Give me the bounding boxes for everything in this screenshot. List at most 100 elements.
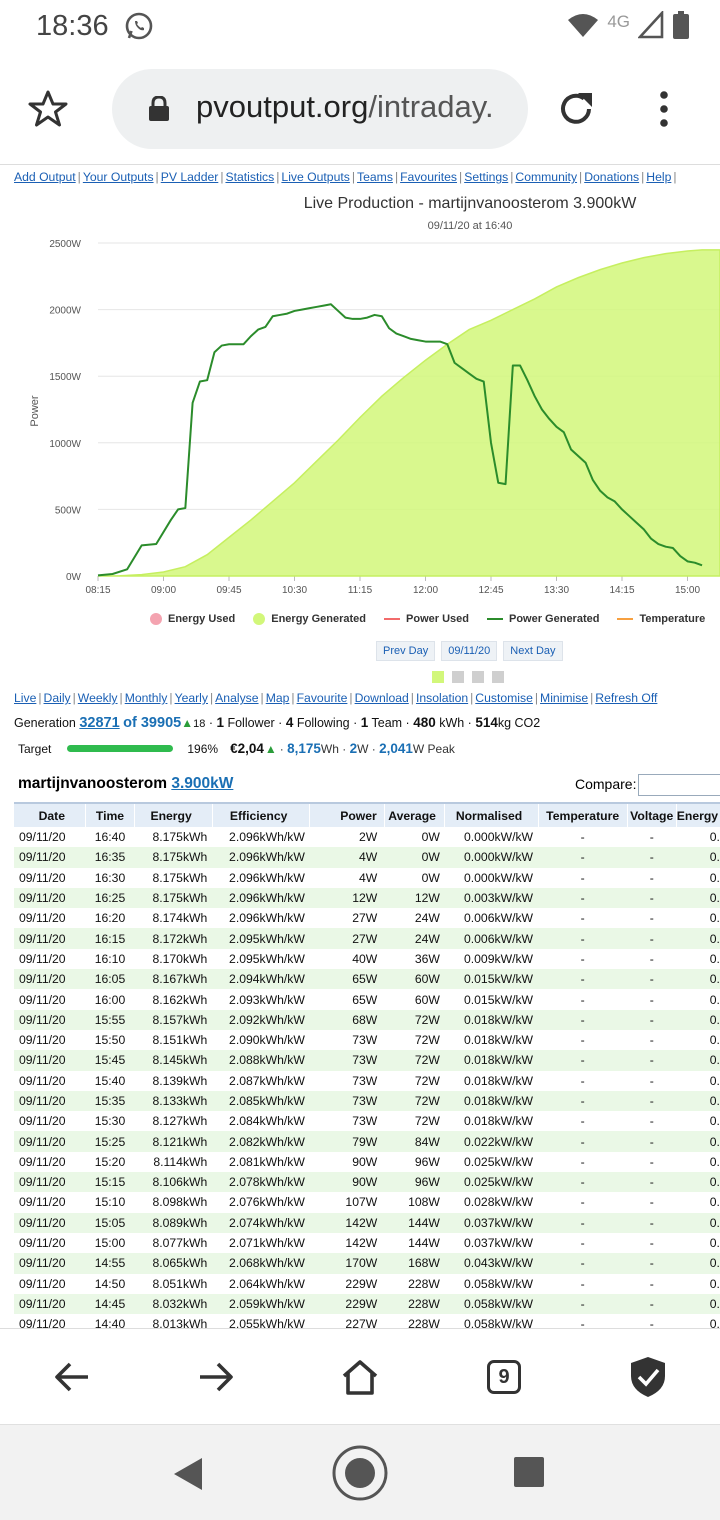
current-date-button[interactable]: 09/11/20 xyxy=(441,641,498,661)
link-customise[interactable]: Customise xyxy=(475,691,533,705)
legend-power-generated[interactable]: Power Generated xyxy=(486,613,599,625)
table-cell: 8.114kWh xyxy=(153,1154,208,1169)
link-insolation[interactable]: Insolation xyxy=(415,691,469,705)
shield-button[interactable] xyxy=(626,1355,670,1399)
table-cell: 09/11/20 xyxy=(19,911,66,926)
generation-rank-link[interactable]: 32871 xyxy=(79,715,120,731)
col-average[interactable]: Average xyxy=(384,803,446,827)
col-temperature[interactable]: Temperature xyxy=(538,803,628,827)
pager-dot-1[interactable] xyxy=(432,671,444,683)
home-button[interactable] xyxy=(338,1355,382,1399)
table-cell: - xyxy=(649,1317,654,1328)
table-cell: - xyxy=(580,1195,585,1210)
table-row: 09/11/20 15:40 8.139kWh 2.087kWh/kW 73W 72W 0.… xyxy=(14,1071,720,1091)
nav-link-donations[interactable]: Donations xyxy=(584,170,640,184)
table-cell: 0.037kW/kW xyxy=(463,1236,534,1251)
tabs-button[interactable]: 9 xyxy=(482,1355,526,1399)
nav-link-pv-ladder[interactable]: PV Ladder xyxy=(160,170,219,184)
table-cell: 8.051kWh xyxy=(152,1276,208,1291)
legend-energy-generated[interactable]: Energy Generated xyxy=(253,613,366,625)
nav-link-your-outputs[interactable]: Your Outputs xyxy=(82,170,154,184)
bookmark-star-icon[interactable] xyxy=(28,90,68,128)
table-row: 09/11/20 15:20 8.114kWh 2.081kWh/kW 90W 96W 0.… xyxy=(14,1152,720,1172)
table-cell: - xyxy=(649,1073,654,1088)
nav-link-help[interactable]: Help xyxy=(646,170,672,184)
legend-energy-used[interactable]: Energy Used xyxy=(150,613,235,625)
table-cell: 14:55 xyxy=(94,1256,126,1271)
system-home-icon[interactable] xyxy=(330,1443,390,1503)
col-date[interactable]: Date xyxy=(14,803,86,827)
col-voltage[interactable]: Voltage xyxy=(627,803,677,827)
link-yearly[interactable]: Yearly xyxy=(174,691,208,705)
table-cell: 84W xyxy=(414,1134,440,1149)
system-recents-icon[interactable] xyxy=(513,1456,545,1488)
link-minimise[interactable]: Minimise xyxy=(540,691,589,705)
pager-dot-2[interactable] xyxy=(452,671,464,683)
output-table: Date Time Energy Efficiency Power Averag… xyxy=(14,802,720,1328)
table-cell: 0.000kW/kW xyxy=(463,850,534,865)
link-analyse[interactable]: Analyse xyxy=(215,691,259,705)
y-tick-label: 1500W xyxy=(49,372,81,383)
table-cell: 09/11/20 xyxy=(19,972,66,987)
nav-link-favourites[interactable]: Favourites xyxy=(400,170,458,184)
table-cell: 168W xyxy=(408,1256,440,1271)
link-daily[interactable]: Daily xyxy=(43,691,71,705)
forward-button[interactable] xyxy=(194,1355,238,1399)
reload-icon[interactable] xyxy=(556,89,596,129)
table-cell: 8.089kWh xyxy=(152,1215,208,1230)
more-menu-icon[interactable] xyxy=(654,90,674,128)
table-cell: 65W xyxy=(352,972,378,987)
system-back-icon[interactable] xyxy=(172,1456,204,1492)
pager-dot-3[interactable] xyxy=(472,671,484,683)
table-cell: 09/11/20 xyxy=(19,1073,66,1088)
legend-power-used[interactable]: Power Used xyxy=(384,613,469,625)
nav-link-statistics[interactable]: Statistics xyxy=(225,170,275,184)
table-row: 09/11/20 16:05 8.167kWh 2.094kWh/kW 65W 60W 0.… xyxy=(14,969,720,990)
col-efficiency[interactable]: Efficiency xyxy=(212,803,311,827)
table-cell: - xyxy=(580,1215,585,1230)
col-time[interactable]: Time xyxy=(85,803,136,827)
table-cell: 2.071kWh/kW xyxy=(229,1236,305,1251)
table-cell: 0.043kW/kW xyxy=(463,1256,534,1271)
col-energy[interactable]: Energy xyxy=(134,803,213,827)
table-cell: 0.00 xyxy=(709,931,720,946)
nav-link-teams[interactable]: Teams xyxy=(357,170,393,184)
prev-day-button[interactable]: Prev Day xyxy=(376,641,436,661)
link-weekly[interactable]: Weekly xyxy=(77,691,118,705)
address-bar[interactable]: pvoutput.org/intraday. xyxy=(112,69,528,149)
table-cell: - xyxy=(649,850,654,865)
back-button[interactable] xyxy=(50,1355,94,1399)
table-row: 09/11/20 14:45 8.032kWh 2.059kWh/kW 229W 228W… xyxy=(14,1293,720,1315)
col-energy-used[interactable]: Energy xyxy=(676,803,720,827)
system-navigation-bar xyxy=(0,1424,720,1520)
table-cell: 0.00 xyxy=(709,1053,720,1068)
link-download[interactable]: Download xyxy=(354,691,409,705)
nav-link-add-output[interactable]: Add Output xyxy=(14,170,76,184)
table-cell: - xyxy=(649,1256,654,1271)
energy-generated-area xyxy=(97,249,720,577)
link-monthly[interactable]: Monthly xyxy=(124,691,168,705)
target-progress-bar xyxy=(67,745,174,752)
link-live[interactable]: Live xyxy=(14,691,37,705)
next-day-button[interactable]: Next Day xyxy=(503,641,563,661)
link-favourite[interactable]: Favourite xyxy=(296,691,348,705)
link-map[interactable]: Map xyxy=(265,691,290,705)
table-cell: 09/11/20 xyxy=(19,1053,66,1068)
compare-input[interactable] xyxy=(638,774,720,796)
table-cell: 90W xyxy=(352,1154,378,1169)
table-cell: 8.098kWh xyxy=(152,1195,208,1210)
table-cell: - xyxy=(649,1094,654,1108)
nav-link-community[interactable]: Community xyxy=(515,170,578,184)
nav-link-settings[interactable]: Settings xyxy=(464,170,509,184)
link-refresh-off[interactable]: Refresh Off xyxy=(595,691,658,705)
table-cell: - xyxy=(580,1276,585,1291)
table-cell: 15:40 xyxy=(94,1073,126,1088)
legend-temperature[interactable]: Temperature xyxy=(617,613,705,625)
nav-link-live-outputs[interactable]: Live Outputs xyxy=(281,170,350,184)
pager-dot-4[interactable] xyxy=(492,671,504,683)
col-power[interactable]: Power xyxy=(309,803,385,827)
x-tick-label: 10:30 xyxy=(282,585,307,596)
col-normalised[interactable]: Normalised xyxy=(444,803,539,827)
table-cell: 8.065kWh xyxy=(152,1256,208,1271)
system-size-link[interactable]: 3.900kW xyxy=(171,775,234,792)
